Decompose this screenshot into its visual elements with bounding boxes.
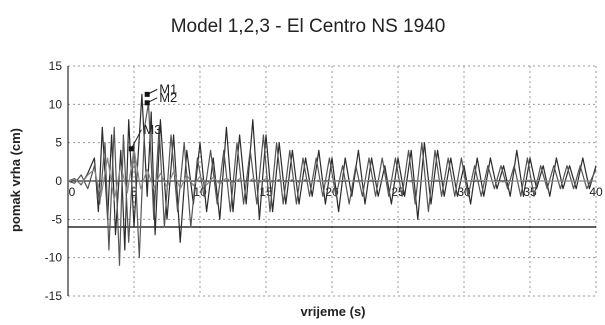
annotation-marker: [144, 91, 150, 97]
y-tick-label: -5: [51, 212, 62, 226]
annotation-label: M3: [143, 122, 161, 137]
annotation-label: M1: [159, 81, 177, 96]
y-tick-label: 15: [49, 59, 63, 73]
y-tick-label: 5: [55, 136, 62, 150]
chart-title: Model 1,2,3 - El Centro NS 1940: [171, 16, 446, 37]
annotation-marker: [144, 100, 150, 106]
y-tick-label: -10: [45, 251, 63, 265]
y-tick-label: -15: [45, 289, 63, 303]
x-axis-label: vrijeme (s): [300, 304, 365, 319]
series-line-2: [67, 102, 597, 266]
annotation-leader: [130, 129, 142, 150]
x-tick-label: 40: [589, 185, 603, 199]
x-tick-label: 5: [131, 185, 138, 199]
y-tick-label: 10: [49, 97, 63, 111]
annotation-label: M2: [159, 90, 177, 105]
y-tick-label: 0: [55, 174, 62, 188]
x-tick-label: 15: [259, 185, 273, 199]
x-tick-label: 0: [69, 185, 76, 199]
series-line-3: [67, 148, 596, 201]
annotation-marker: [128, 146, 134, 152]
y-axis-label: pomak vrha (cm): [8, 128, 23, 232]
